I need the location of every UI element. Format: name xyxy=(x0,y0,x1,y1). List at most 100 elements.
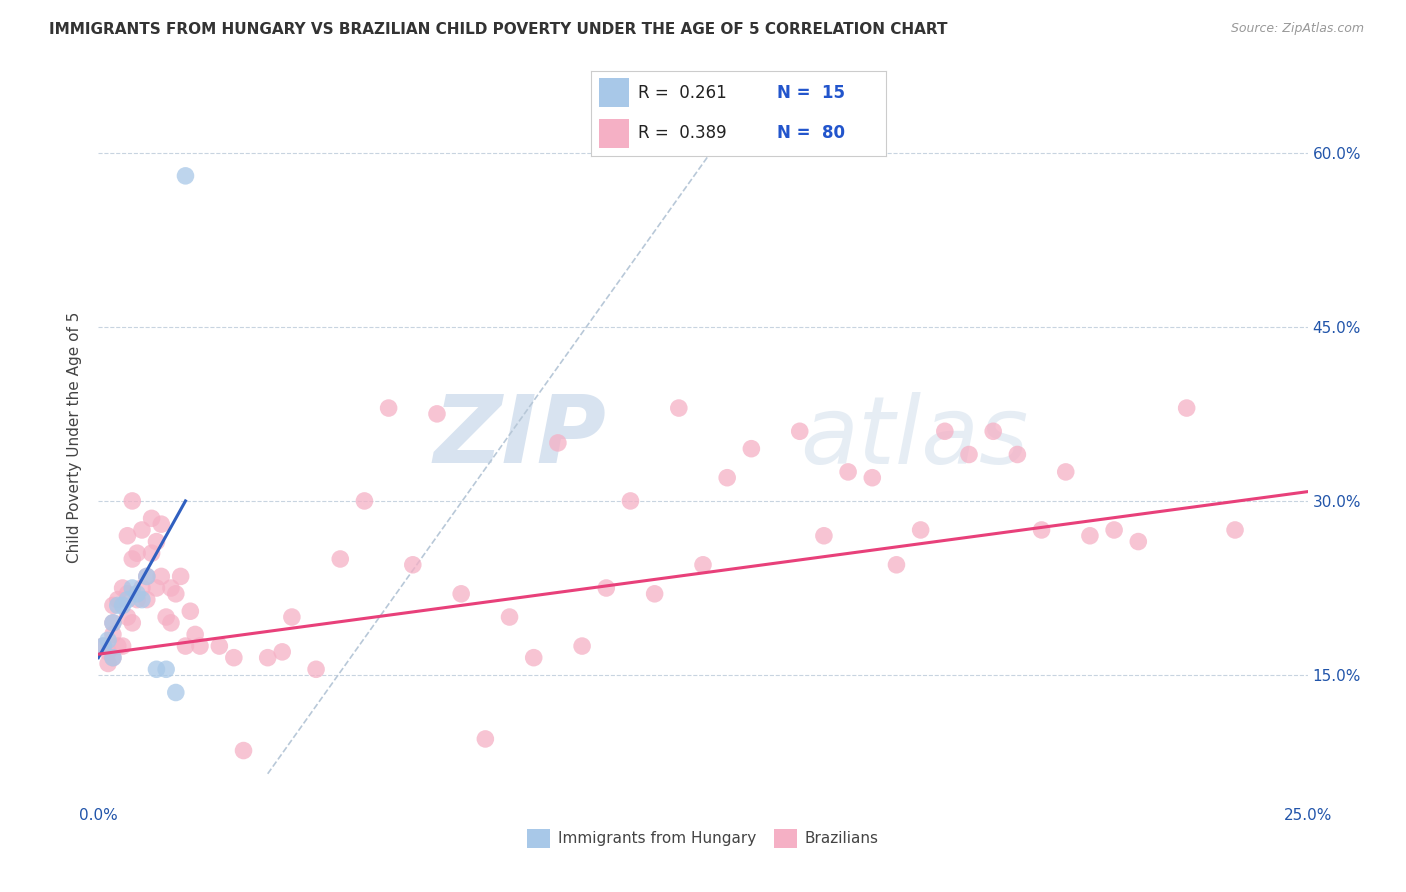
Point xyxy=(97,645,120,659)
Point xyxy=(111,639,134,653)
Point xyxy=(789,424,811,438)
Point xyxy=(644,587,666,601)
Point xyxy=(571,639,593,653)
Point xyxy=(117,529,139,543)
Text: ZIP: ZIP xyxy=(433,391,606,483)
Point xyxy=(127,546,149,560)
Bar xyxy=(599,78,628,107)
Point xyxy=(188,639,211,653)
Point xyxy=(155,610,177,624)
Point xyxy=(135,569,157,583)
Text: R =  0.389: R = 0.389 xyxy=(638,124,727,142)
Point xyxy=(155,662,177,676)
Point xyxy=(377,401,399,415)
Point xyxy=(208,639,231,653)
Point xyxy=(837,465,859,479)
Point xyxy=(1175,401,1198,415)
Point xyxy=(547,436,569,450)
Point xyxy=(179,604,201,618)
Point xyxy=(101,615,124,630)
Point xyxy=(523,650,546,665)
Point xyxy=(886,558,908,572)
Point xyxy=(150,517,173,532)
Point xyxy=(860,471,883,485)
Point xyxy=(1078,529,1101,543)
Point xyxy=(305,662,328,676)
Point xyxy=(91,639,114,653)
Point xyxy=(1031,523,1053,537)
Point xyxy=(101,650,124,665)
Point xyxy=(117,592,139,607)
Point xyxy=(281,610,304,624)
Point xyxy=(131,581,153,595)
Text: N =  15: N = 15 xyxy=(776,84,845,102)
Point xyxy=(981,424,1004,438)
Point xyxy=(111,581,134,595)
Point xyxy=(271,645,294,659)
Point xyxy=(145,581,167,595)
Point xyxy=(135,569,157,583)
Point xyxy=(222,650,245,665)
Point xyxy=(141,546,163,560)
Point xyxy=(111,599,134,613)
Point xyxy=(101,627,124,641)
Point xyxy=(101,599,124,613)
Point xyxy=(131,592,153,607)
Point xyxy=(121,615,143,630)
Point xyxy=(117,610,139,624)
Point xyxy=(619,494,641,508)
Point xyxy=(256,650,278,665)
Text: IMMIGRANTS FROM HUNGARY VS BRAZILIAN CHILD POVERTY UNDER THE AGE OF 5 CORRELATIO: IMMIGRANTS FROM HUNGARY VS BRAZILIAN CHI… xyxy=(49,22,948,37)
Point xyxy=(668,401,690,415)
Point xyxy=(127,587,149,601)
Point xyxy=(1007,448,1029,462)
Point xyxy=(184,627,207,641)
Point xyxy=(127,592,149,607)
Point xyxy=(165,685,187,699)
Point xyxy=(160,581,183,595)
Point xyxy=(131,523,153,537)
Point xyxy=(813,529,835,543)
Point xyxy=(169,569,191,583)
Point xyxy=(716,471,738,485)
Point xyxy=(1054,465,1077,479)
Bar xyxy=(599,119,628,147)
Point xyxy=(107,639,129,653)
Text: Source: ZipAtlas.com: Source: ZipAtlas.com xyxy=(1230,22,1364,36)
Point xyxy=(740,442,762,456)
Point xyxy=(91,639,114,653)
Point xyxy=(1223,523,1246,537)
Point xyxy=(97,633,120,648)
Point xyxy=(474,731,496,746)
Point xyxy=(97,657,120,671)
Point xyxy=(450,587,472,601)
Point xyxy=(910,523,932,537)
Point xyxy=(150,569,173,583)
Point xyxy=(145,662,167,676)
Text: atlas: atlas xyxy=(800,392,1028,483)
Point xyxy=(595,581,617,595)
Point xyxy=(957,448,980,462)
Point xyxy=(107,599,129,613)
Legend: Immigrants from Hungary, Brazilians: Immigrants from Hungary, Brazilians xyxy=(522,822,884,854)
Point xyxy=(174,639,197,653)
Point xyxy=(353,494,375,508)
Point xyxy=(426,407,449,421)
Text: R =  0.261: R = 0.261 xyxy=(638,84,727,102)
Point xyxy=(121,552,143,566)
Point xyxy=(101,615,124,630)
Point xyxy=(160,615,183,630)
Point xyxy=(101,650,124,665)
Point xyxy=(107,592,129,607)
Y-axis label: Child Poverty Under the Age of 5: Child Poverty Under the Age of 5 xyxy=(67,311,83,563)
Point xyxy=(121,494,143,508)
Point xyxy=(329,552,352,566)
Point xyxy=(1102,523,1125,537)
Point xyxy=(232,743,254,757)
Point xyxy=(174,169,197,183)
Point xyxy=(117,587,139,601)
Point xyxy=(692,558,714,572)
Point xyxy=(165,587,187,601)
Point xyxy=(402,558,425,572)
Text: N =  80: N = 80 xyxy=(776,124,845,142)
